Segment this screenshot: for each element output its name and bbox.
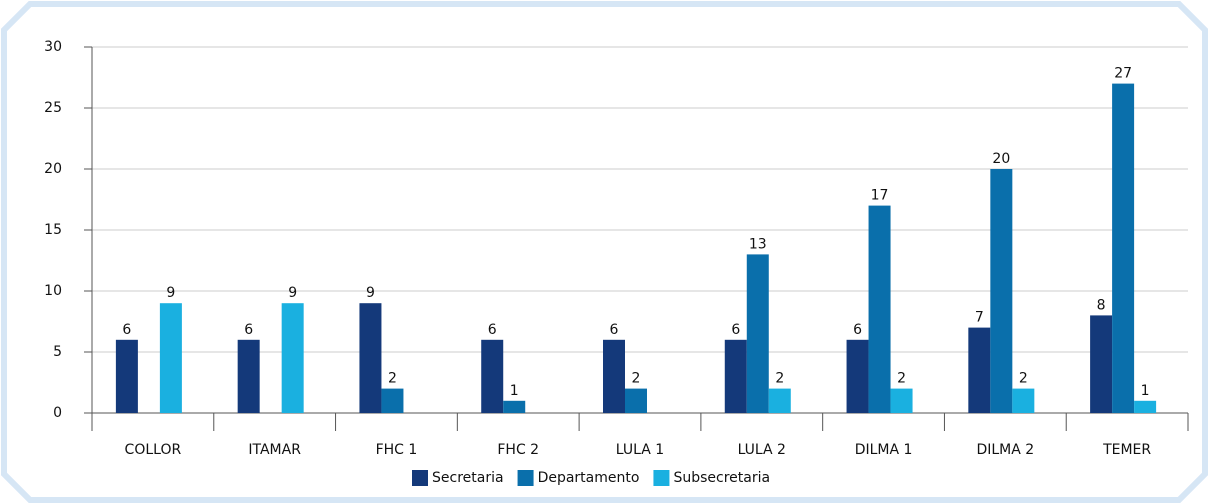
bar [868, 205, 891, 413]
x-tick-label: FHC 2 [497, 442, 539, 458]
bar [381, 388, 404, 413]
data-label: 2 [632, 371, 641, 387]
x-tick-label: LULA 1 [616, 442, 664, 458]
data-label: 1 [1141, 383, 1150, 399]
data-label: 1 [510, 383, 519, 399]
legend-label: Subsecretaria [673, 470, 770, 486]
bar [1112, 83, 1135, 413]
x-tick-label: ITAMAR [248, 442, 301, 458]
data-label: 2 [775, 371, 784, 387]
data-label: 7 [975, 310, 984, 326]
x-tick-label: TEMER [1102, 442, 1151, 458]
bar [281, 303, 304, 413]
data-label: 20 [992, 151, 1010, 167]
data-label: 6 [610, 322, 619, 338]
data-label: 8 [1097, 297, 1106, 313]
data-label: 6 [488, 322, 497, 338]
x-tick-label: DILMA 2 [976, 442, 1034, 458]
bar [625, 388, 647, 413]
bar [846, 339, 869, 413]
bar [159, 303, 182, 413]
data-label: 2 [1019, 371, 1028, 387]
bar [115, 339, 138, 413]
bar [359, 303, 382, 413]
y-tick-label: 25 [44, 100, 62, 116]
bar [237, 339, 260, 413]
bar [724, 339, 747, 413]
x-tick-label: COLLOR [125, 442, 182, 458]
y-tick-label: 30 [44, 39, 62, 55]
bar [968, 327, 991, 413]
data-label: 6 [244, 322, 253, 338]
data-label: 2 [388, 371, 397, 387]
y-tick-label: 15 [44, 222, 62, 238]
y-tick-label: 0 [53, 405, 62, 421]
data-label: 9 [288, 285, 297, 301]
bar [1012, 388, 1035, 413]
data-label: 6 [853, 322, 862, 338]
data-label: 6 [122, 322, 131, 338]
legend-swatch [517, 470, 534, 486]
data-label: 2 [897, 371, 906, 387]
data-label: 9 [366, 285, 375, 301]
bar [1134, 400, 1157, 413]
x-tick-label: DILMA 1 [855, 442, 913, 458]
x-tick-label: FHC 1 [376, 442, 418, 458]
y-tick-label: 10 [44, 283, 62, 299]
bar [768, 388, 791, 413]
y-tick-label: 20 [44, 161, 62, 177]
x-tick-label: LULA 2 [738, 442, 786, 458]
data-label: 13 [749, 236, 767, 252]
data-label: 6 [731, 322, 740, 338]
y-tick-label: 5 [53, 344, 62, 360]
bar [481, 339, 504, 413]
bar [746, 254, 769, 413]
legend-swatch [412, 470, 428, 486]
legend-swatch [653, 470, 670, 486]
bar [1090, 315, 1113, 413]
bar [603, 339, 625, 413]
bar [503, 400, 526, 413]
bar [890, 388, 913, 413]
legend-label: Secretaria [432, 470, 504, 486]
data-label: 17 [871, 188, 889, 204]
data-label: 27 [1114, 66, 1132, 82]
bar [990, 169, 1013, 413]
data-label: 9 [166, 285, 175, 301]
legend-label: Departamento [538, 470, 640, 486]
